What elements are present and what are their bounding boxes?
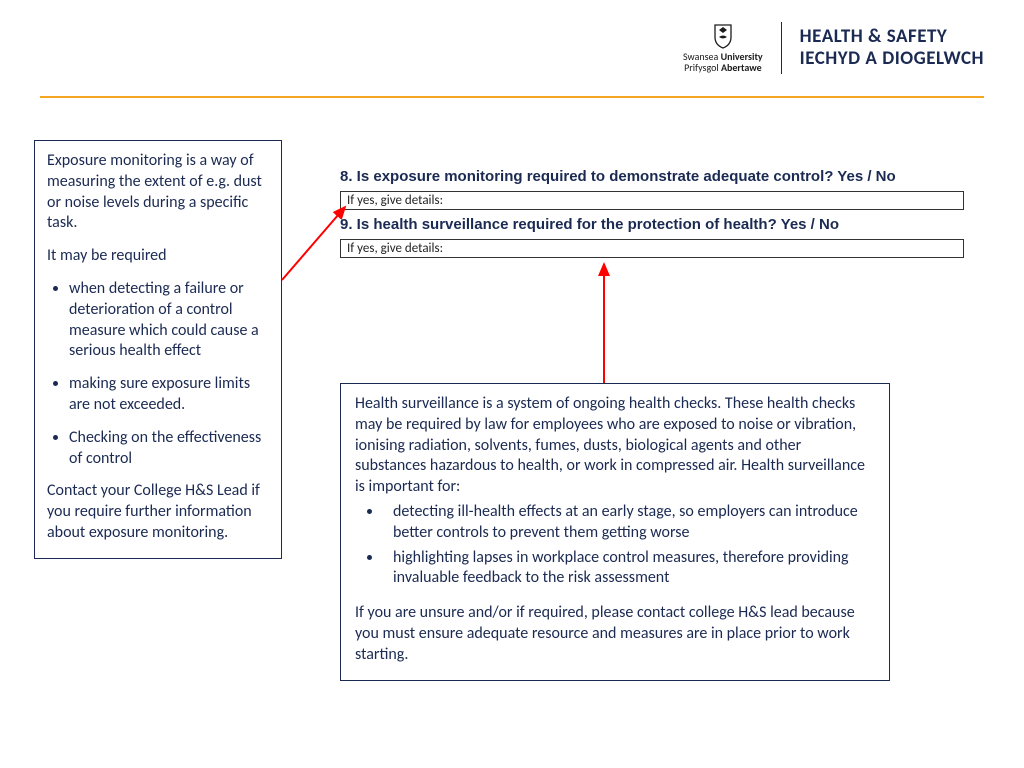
left-bullet-2: making sure exposure limits are not exce… xyxy=(69,374,269,416)
bottom-outro: If you are unsure and/or if required, pl… xyxy=(355,603,875,665)
university-name: Swansea University Prifysgol Abertawe xyxy=(683,51,763,73)
university-crest-icon xyxy=(710,23,736,49)
arrow-to-q8 xyxy=(282,207,345,280)
bottom-bullet-2: highlighting lapses in workplace control… xyxy=(383,548,875,590)
left-bullet-3: Checking on the effectiveness of control xyxy=(69,428,269,470)
bottom-bullet-1: detecting ill-health effects at an early… xyxy=(383,502,875,544)
questions-area: 8. Is exposure monitoring required to de… xyxy=(340,168,964,264)
header-divider xyxy=(781,22,782,74)
bottom-bullets: detecting ill-health effects at an early… xyxy=(355,502,875,589)
question-9: 9. Is health surveillance required for t… xyxy=(340,216,964,233)
hs-title-en: HEALTH & SAFETY xyxy=(800,26,984,48)
health-surveillance-callout: Health surveillance is a system of ongoi… xyxy=(340,383,890,681)
uni-cy-a: Prifysgol xyxy=(684,61,721,74)
q8-details-field[interactable]: If yes, give details: xyxy=(340,191,964,210)
exposure-monitoring-callout: Exposure monitoring is a way of measurin… xyxy=(34,140,282,559)
q9-details-field[interactable]: If yes, give details: xyxy=(340,239,964,258)
left-p3: Contact your College H&S Lead if you req… xyxy=(47,481,269,543)
left-bullet-1: when detecting a failure or deterioratio… xyxy=(69,279,269,362)
university-logo-block: Swansea University Prifysgol Abertawe xyxy=(683,23,763,73)
hs-title-cy: IECHYD A DIOGELWCH xyxy=(800,48,984,70)
question-8: 8. Is exposure monitoring required to de… xyxy=(340,168,964,185)
bottom-intro: Health surveillance is a system of ongoi… xyxy=(355,394,875,498)
uni-cy-b: Abertawe xyxy=(721,61,762,74)
left-p1: Exposure monitoring is a way of measurin… xyxy=(47,151,269,234)
left-bullets: when detecting a failure or deterioratio… xyxy=(47,279,269,469)
health-safety-title: HEALTH & SAFETY IECHYD A DIOGELWCH xyxy=(800,26,984,70)
left-p2: It may be required xyxy=(47,246,269,267)
header-rule xyxy=(40,96,984,98)
page-header: Swansea University Prifysgol Abertawe HE… xyxy=(683,18,984,78)
